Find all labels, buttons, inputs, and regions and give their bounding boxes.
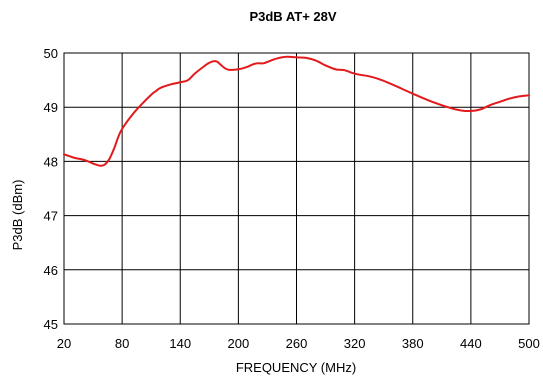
x-tick-label: 440 <box>460 336 482 351</box>
y-tick-labels: 45 46 47 48 49 50 <box>44 46 58 332</box>
x-tick-label: 20 <box>57 336 71 351</box>
x-axis-label: FREQUENCY (MHz) <box>236 360 356 375</box>
x-tick-label: 320 <box>344 336 366 351</box>
x-tick-labels: 20 80 140 200 260 320 380 440 500 <box>57 336 540 351</box>
x-tick-label: 200 <box>228 336 250 351</box>
series-layer <box>63 55 530 167</box>
x-tick-label: 500 <box>518 336 540 351</box>
x-tick-label: 260 <box>286 336 308 351</box>
y-tick-label: 47 <box>44 209 58 224</box>
y-tick-label: 46 <box>44 263 58 278</box>
plot-frame <box>63 52 530 325</box>
y-tick-label: 45 <box>44 317 58 332</box>
x-tick-label: 380 <box>402 336 424 351</box>
p3db-series-line <box>63 55 530 167</box>
x-tick-label: 140 <box>169 336 191 351</box>
y-axis-label: P3dB (dBm) <box>10 180 25 251</box>
grid-lines <box>63 52 530 325</box>
y-tick-label: 49 <box>44 100 58 115</box>
chart-title: P3dB AT+ 28V <box>249 9 336 24</box>
y-tick-label: 50 <box>44 46 58 61</box>
y-tick-label: 48 <box>44 154 58 169</box>
x-tick-label: 80 <box>115 336 129 351</box>
